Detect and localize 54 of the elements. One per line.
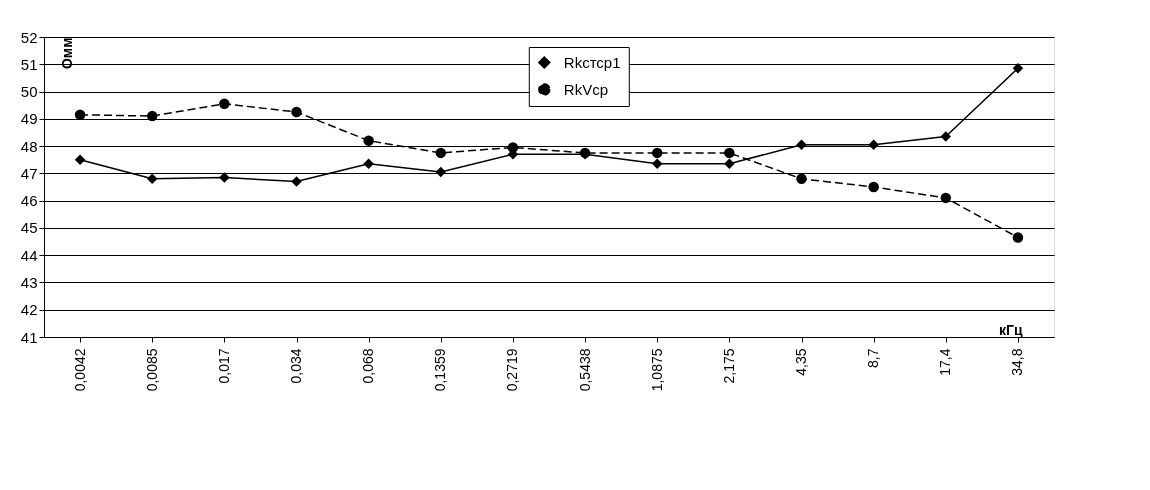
y-tick-label: 43 [20,273,38,291]
point [940,192,952,204]
point [291,106,302,118]
x-tick-label: 0,5438 [576,348,593,392]
y-tick-label: 49 [20,110,38,128]
legend-label: RkVср [563,80,608,98]
point [363,135,374,146]
point [651,158,663,170]
x-tick-label: 0,1359 [432,348,449,392]
point [724,147,735,159]
y-tick-label: 46 [20,192,38,210]
y-tick-label: 51 [20,55,38,73]
point [363,158,374,170]
y-tick-label: 50 [20,83,38,101]
point [74,154,86,165]
x-tick-label: 0,2719 [504,348,521,392]
x-tick-label: 17,4 [937,348,954,376]
legend-label: Rkстср1 [563,53,621,71]
y-tick-label: 52 [20,28,38,46]
point [219,98,230,110]
x-tick-label: 0,0085 [143,348,160,392]
x-tick-label: 34,8 [1009,348,1026,376]
x-tick-label: 0,0042 [71,348,88,392]
point [146,110,158,122]
point [651,147,663,159]
y-tick-label: 44 [20,246,38,264]
y-axis-title: Омм [58,37,75,70]
point [435,147,447,159]
x-tick-label: 1,0875 [648,348,665,392]
x-axis-title: кГц [998,321,1023,338]
point [868,139,879,150]
point [291,176,302,187]
point [940,131,952,142]
point [796,173,807,185]
point [868,181,879,193]
y-tick-label: 47 [20,164,38,182]
x-tick-label: 0,034 [288,348,304,384]
point [724,158,735,170]
x-tick-label: 4,35 [793,348,809,376]
point [146,173,158,185]
point [74,109,86,120]
point [1012,232,1024,243]
x-tick-label: 0,017 [215,348,232,384]
x-tick-label: 0,068 [360,348,377,384]
point [435,166,447,178]
y-tick-label: 48 [20,137,38,155]
point [219,172,230,183]
point [1012,63,1024,74]
point [796,139,807,150]
x-tick-label: 2,175 [720,348,737,384]
x-tick-label: 8,7 [865,348,882,368]
y-tick-label: 45 [20,219,38,237]
y-tick-label: 41 [20,328,38,346]
y-tick-label: 42 [20,301,38,319]
